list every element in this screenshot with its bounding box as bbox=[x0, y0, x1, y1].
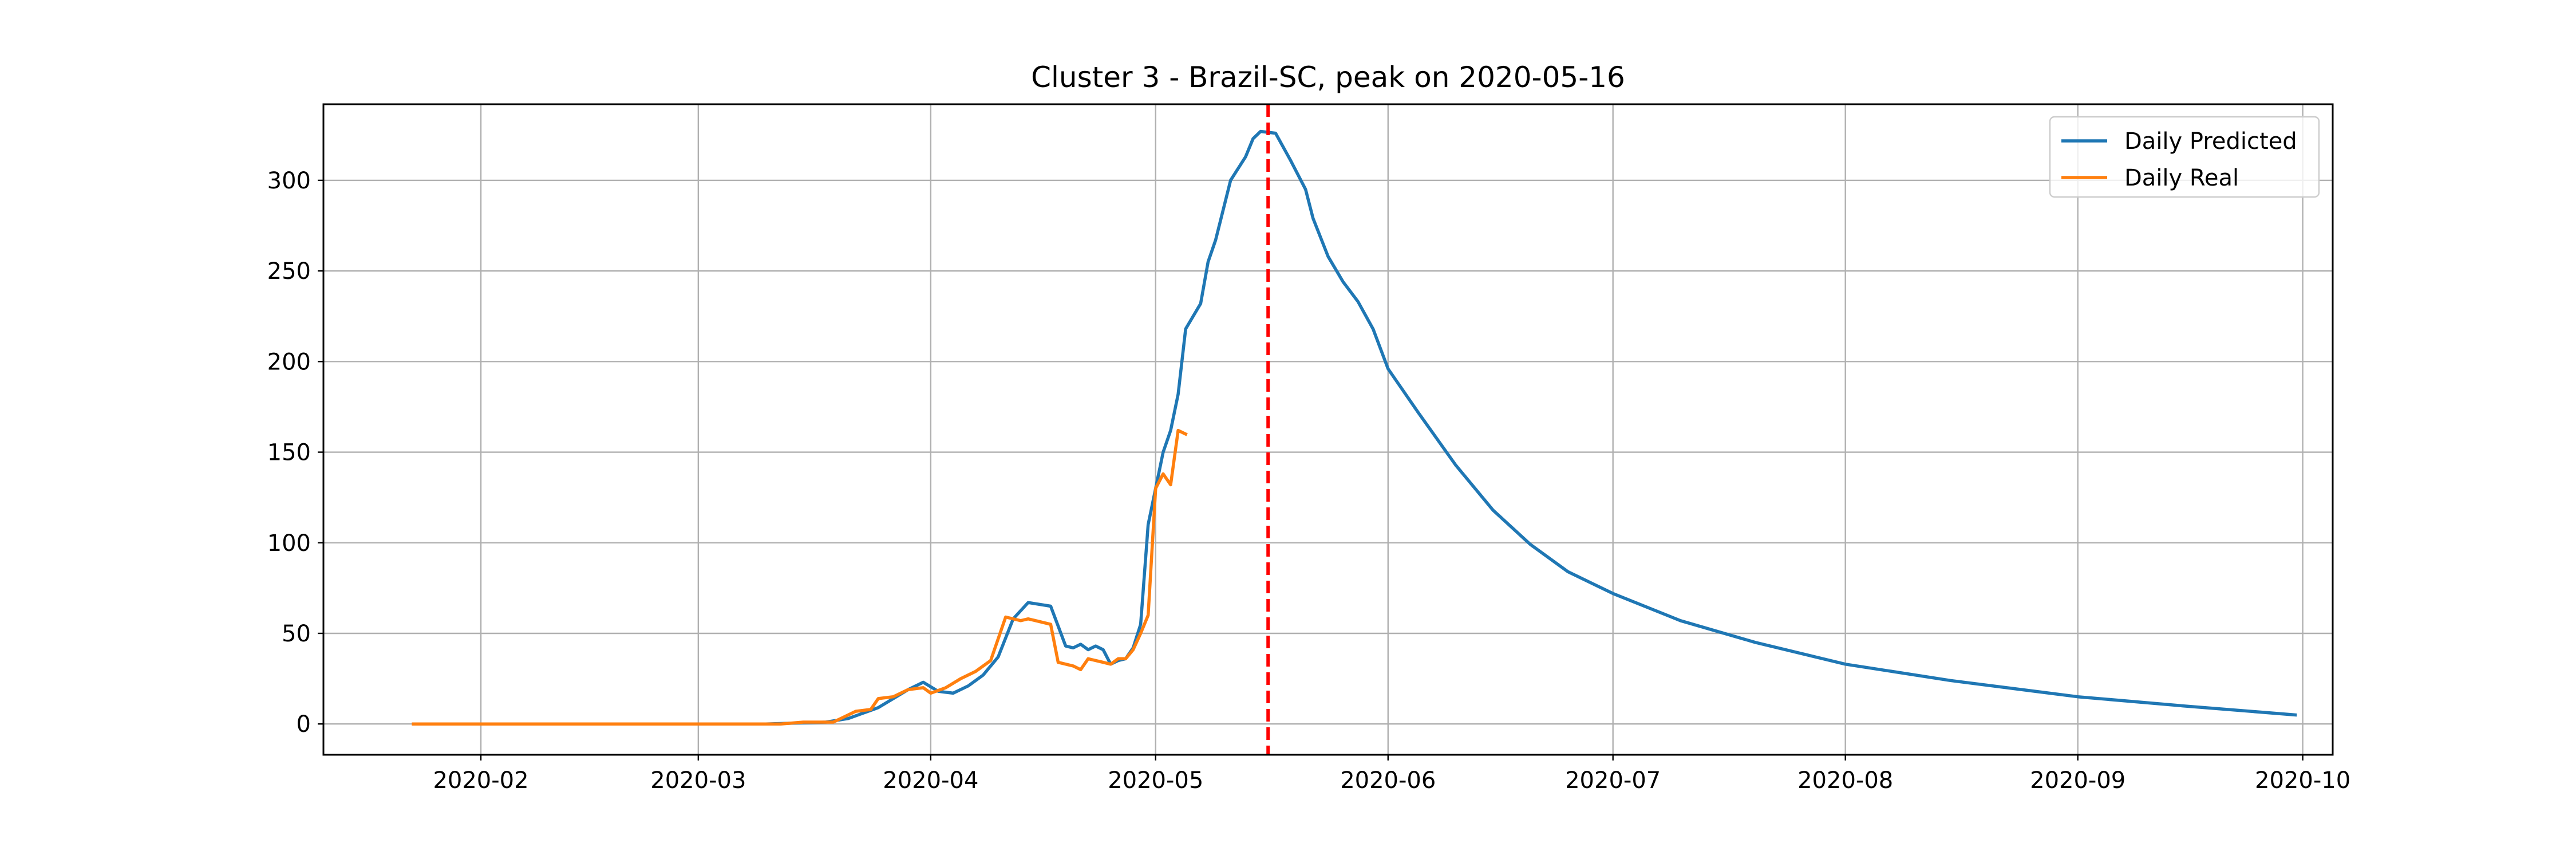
x-tick-label: 2020-08 bbox=[1797, 767, 1893, 794]
legend-box bbox=[2049, 116, 2320, 198]
chart-title: Cluster 3 - Brazil-SC, peak on 2020-05-1… bbox=[1031, 61, 1625, 94]
legend: Daily Predicted Daily Real bbox=[2049, 116, 2320, 198]
plot-frame bbox=[322, 103, 2334, 756]
legend-label: Daily Predicted bbox=[2124, 128, 2297, 155]
y-tick-label: 200 bbox=[267, 349, 311, 375]
grid bbox=[323, 104, 2333, 755]
series-line-real bbox=[412, 428, 1188, 726]
y-tick-label: 0 bbox=[297, 711, 311, 738]
x-tick-label: 2020-10 bbox=[2255, 767, 2350, 794]
x-tick-label: 2020-03 bbox=[650, 767, 746, 794]
y-tick-label: 50 bbox=[282, 621, 311, 647]
x-tick-label: 2020-09 bbox=[2030, 767, 2125, 794]
legend-label: Daily Real bbox=[2124, 165, 2239, 191]
x-axis: 2020-02 2020-03 2020-04 2020-05 2020-06 2020-… bbox=[433, 755, 2350, 794]
x-tick-label: 2020-04 bbox=[883, 767, 978, 794]
x-tick-label: 2020-05 bbox=[1108, 767, 1203, 794]
y-tick-label: 150 bbox=[267, 440, 311, 466]
x-tick-label: 2020-07 bbox=[1565, 767, 1661, 794]
y-axis: 0 50 100 150 200 250 300 bbox=[267, 168, 323, 738]
y-tick-label: 300 bbox=[267, 168, 311, 194]
x-tick-label: 2020-02 bbox=[433, 767, 528, 794]
y-tick-label: 100 bbox=[267, 530, 311, 557]
series-line-predicted bbox=[412, 129, 2297, 726]
series-layer bbox=[412, 129, 2297, 726]
y-tick-label: 250 bbox=[267, 258, 311, 285]
x-tick-label: 2020-06 bbox=[1340, 767, 1436, 794]
